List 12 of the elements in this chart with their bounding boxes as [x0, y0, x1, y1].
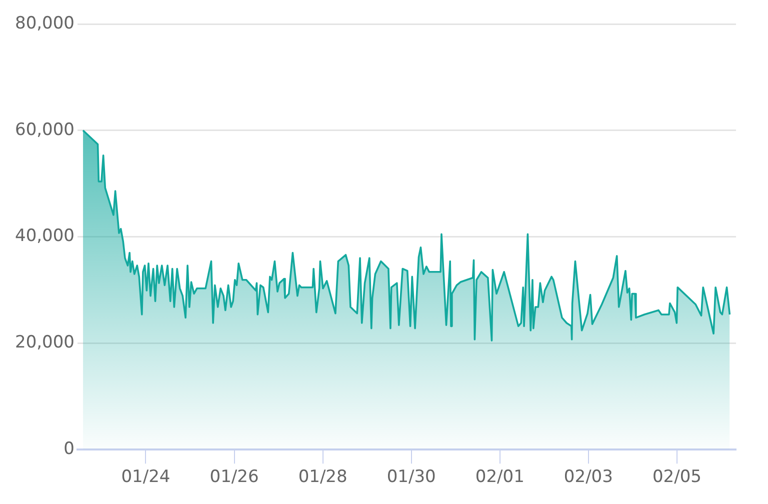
x-tick-label: 01/26	[210, 467, 259, 488]
y-tick-label: 80,000	[15, 13, 74, 34]
x-tick-label: 01/24	[121, 467, 170, 488]
x-tick-label: 02/01	[475, 467, 524, 488]
y-tick-label: 20,000	[15, 332, 74, 353]
x-tick-label: 02/03	[564, 467, 613, 488]
y-tick-label: 60,000	[15, 120, 74, 140]
x-tick-label: 01/28	[298, 467, 348, 488]
y-tick-label: 40,000	[15, 226, 74, 246]
x-tick-label: 02/05	[652, 467, 702, 488]
x-tick-label: 01/30	[386, 467, 436, 488]
y-tick-label: 0	[64, 439, 74, 460]
